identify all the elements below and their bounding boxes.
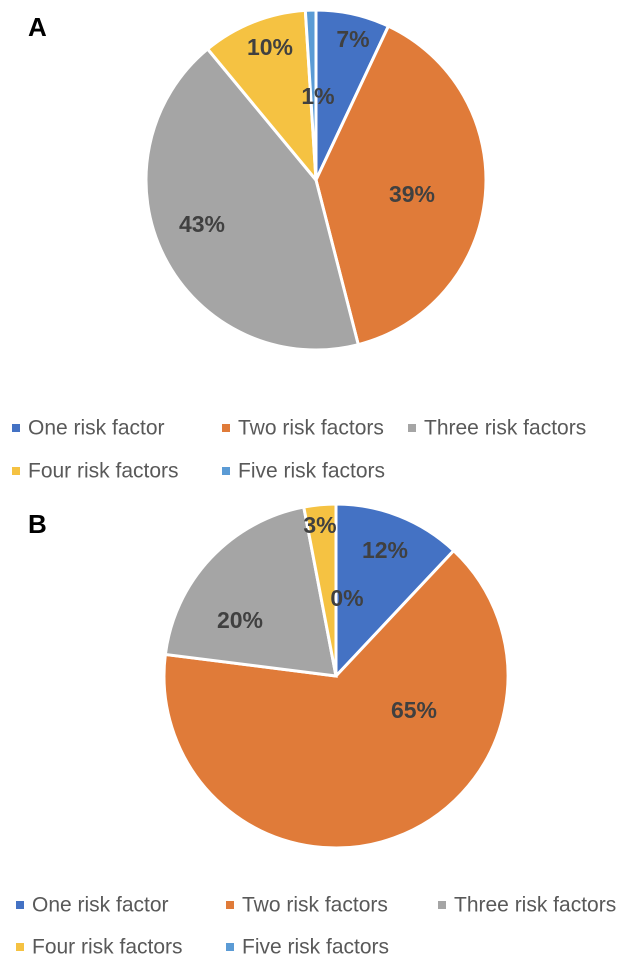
panel-label: A xyxy=(28,12,47,42)
legend-swatch-five-risk-factors xyxy=(222,467,230,475)
legend-label-two-risk-factors: Two risk factors xyxy=(242,894,388,917)
data-label-two-risk-factors: 65% xyxy=(391,697,437,723)
data-label-five-risk-factors: 1% xyxy=(301,83,334,109)
legend-swatch-three-risk-factors xyxy=(408,424,416,432)
legend-label-three-risk-factors: Three risk factors xyxy=(424,417,586,440)
pie-slice-one-risk-factor[interactable] xyxy=(334,502,456,680)
data-label-two-risk-factors: 39% xyxy=(389,181,435,207)
pie-slice-two-risk-factors[interactable] xyxy=(162,548,510,850)
data-label-one-risk-factor: 12% xyxy=(362,537,408,563)
pie-slice-four-risk-factors[interactable] xyxy=(205,8,318,185)
pie-chart-a: A 7% 39% 43% 10% 1% One risk factor Two risk fa… xyxy=(12,8,586,483)
data-label-one-risk-factor: 7% xyxy=(336,26,369,52)
legend-label-two-risk-factors: Two risk factors xyxy=(238,417,384,440)
data-label-three-risk-factors: 20% xyxy=(217,607,263,633)
legend-swatch-three-risk-factors xyxy=(438,901,446,909)
legend: One risk factor Two risk factors Three ris… xyxy=(16,894,616,957)
legend-label-four-risk-factors: Four risk factors xyxy=(28,460,179,483)
pie-slice-five-risk-factors[interactable] xyxy=(303,8,318,181)
data-label-five-risk-factors: 0% xyxy=(330,585,363,611)
legend-swatch-two-risk-factors xyxy=(222,424,230,432)
legend-label-one-risk-factor: One risk factor xyxy=(32,894,169,917)
data-label-three-risk-factors: 43% xyxy=(179,211,225,237)
legend-label-one-risk-factor: One risk factor xyxy=(28,417,165,440)
legend: One risk factor Two risk factors Three ris… xyxy=(12,417,586,483)
legend-swatch-four-risk-factors xyxy=(12,467,20,475)
legend-swatch-one-risk-factor xyxy=(16,901,24,909)
legend-swatch-five-risk-factors xyxy=(226,943,234,951)
pie-chart-b: B 12% 65% 20% 3% 0% One risk factor Two risk fa… xyxy=(16,502,616,957)
pie-slice-four-risk-factors[interactable] xyxy=(302,502,338,677)
legend-label-five-risk-factors: Five risk factors xyxy=(238,460,385,483)
legend-swatch-two-risk-factors xyxy=(226,901,234,909)
pie-slice-three-risk-factors[interactable] xyxy=(144,46,361,352)
legend-label-three-risk-factors: Three risk factors xyxy=(454,894,616,917)
panel-label: B xyxy=(28,509,47,539)
legend-label-four-risk-factors: Four risk factors xyxy=(32,936,183,957)
data-label-four-risk-factors: 10% xyxy=(247,34,293,60)
legend-label-five-risk-factors: Five risk factors xyxy=(242,936,389,957)
pie-slice-three-risk-factors[interactable] xyxy=(163,505,338,678)
legend-swatch-four-risk-factors xyxy=(16,943,24,951)
legend-swatch-one-risk-factor xyxy=(12,424,20,432)
data-label-four-risk-factors: 3% xyxy=(303,512,336,538)
pie-slice-two-risk-factors[interactable] xyxy=(314,24,488,347)
